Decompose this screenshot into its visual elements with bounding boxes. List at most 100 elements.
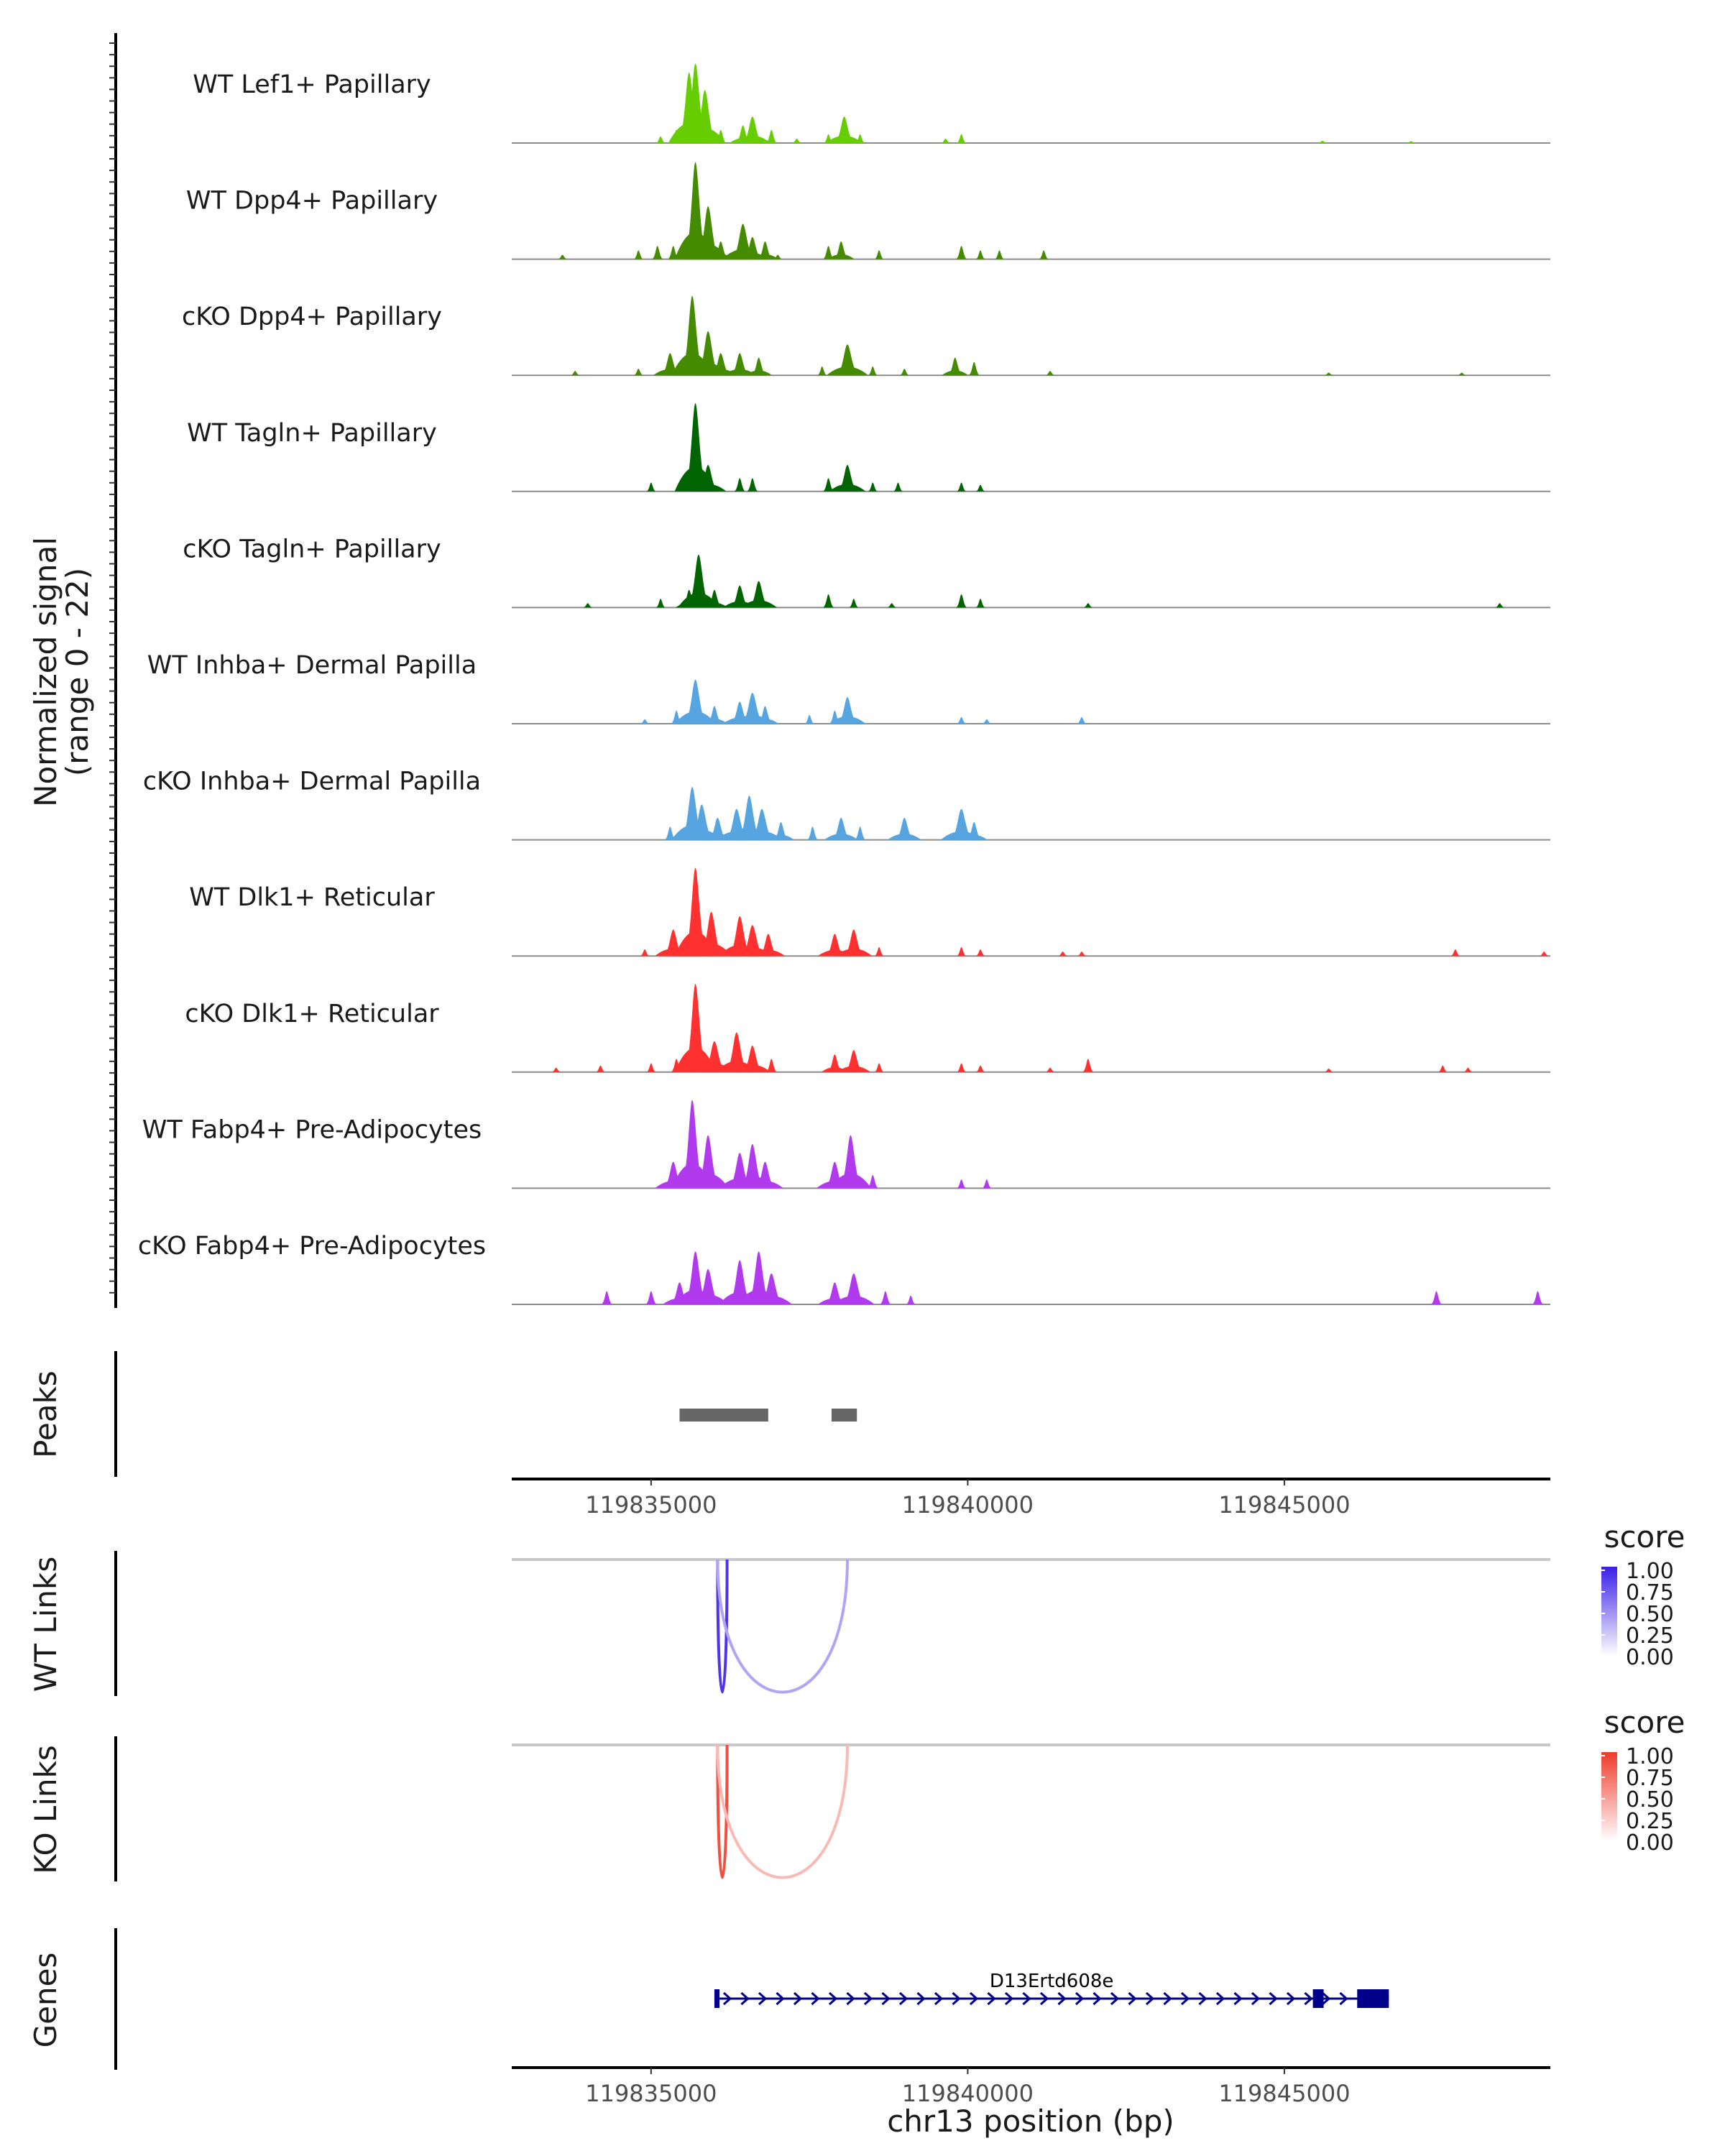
strand-arrow — [1233, 1991, 1243, 2006]
coverage-peak — [906, 1295, 916, 1304]
coverage-track: cKO Dlk1+ Reticular — [185, 984, 1550, 1073]
coverage-peak-shoulder — [684, 128, 726, 143]
track-label: WT Dlk1+ Reticular — [189, 883, 435, 912]
peaks-track: Peaks — [28, 1351, 857, 1477]
coverage-peak-shoulder — [826, 135, 863, 143]
coverage-peak — [1494, 603, 1505, 608]
legend-tick-label: 0.50 — [1626, 1602, 1674, 1627]
coverage-peak — [1456, 372, 1467, 376]
strand-arrow — [1004, 1991, 1014, 2006]
link-arc — [716, 1744, 729, 1879]
coverage-peak — [640, 949, 650, 957]
bottom-x-axis-tick-label: 119840000 — [902, 2080, 1034, 2107]
coverage-peak — [1323, 372, 1334, 376]
track-label: cKO Fabp4+ Pre-Adipocytes — [138, 1232, 486, 1261]
coverage-track: WT Dpp4+ Papillary — [186, 162, 1550, 260]
legend-tick-label: 1.00 — [1626, 1744, 1674, 1769]
strand-arrow — [1039, 1991, 1049, 2006]
legend-tick-label: 1.00 — [1626, 1559, 1674, 1584]
coverage-peak-shoulder — [887, 834, 921, 840]
coverage-peak — [975, 484, 986, 492]
coverage-peak-shoulder — [767, 834, 795, 840]
strand-arrow — [1075, 1991, 1085, 2006]
coverage-peak — [1323, 1068, 1334, 1072]
x-axis-title: chr13 position (bp) — [887, 2104, 1174, 2139]
track-label: cKO Inhba+ Dermal Papilla — [143, 768, 481, 796]
x-axis: 119835000 119840000 119845000 119835000 1198… — [512, 1478, 1550, 2139]
strand-arrow — [952, 1991, 961, 2006]
coverage-peak — [570, 371, 581, 376]
coverage-peak — [956, 482, 967, 492]
gene-exon — [1312, 1989, 1324, 2008]
coverage-peak-shoulder — [734, 135, 771, 143]
strand-arrow — [1022, 1991, 1031, 2006]
score-legend: score 1.000.750.500.250.00 — [1601, 1705, 1685, 1856]
peak-region — [679, 1409, 768, 1422]
coverage-track: WT Dlk1+ Reticular — [189, 867, 1550, 957]
coverage-peak — [822, 594, 834, 608]
coverage-ylabel-line2: (range 0 - 22) — [60, 568, 95, 776]
coverage-track: cKO Inhba+ Dermal Papilla — [143, 768, 1550, 841]
legend-tick-label: 0.25 — [1626, 1809, 1674, 1834]
coverage-peak — [822, 478, 834, 492]
coverage-peak — [1438, 1065, 1448, 1072]
coverage-track: WT Tagln+ Papillary — [187, 403, 1550, 492]
gene-exon — [1357, 1989, 1389, 2008]
coverage-ylabel-line1: Normalized signal — [28, 537, 63, 807]
coverage-peak — [656, 136, 666, 143]
link-arc — [716, 1744, 849, 1879]
strand-arrow — [776, 1991, 785, 2006]
coverage-peak-shoulder — [746, 1181, 783, 1189]
coverage-peak — [1539, 952, 1550, 957]
coverage-peak — [956, 134, 967, 143]
link-arc — [716, 1559, 729, 1694]
legend-colorbar — [1601, 1752, 1617, 1841]
coverage-peak — [663, 826, 676, 840]
strand-arrow — [793, 1991, 803, 2006]
track-label: WT Fabp4+ Pre-Adipocytes — [142, 1115, 482, 1144]
legend-title: score — [1604, 1519, 1685, 1554]
legend-tick-label: 0.75 — [1626, 1766, 1674, 1791]
top-x-axis-tick-label: 119840000 — [902, 1491, 1034, 1519]
coverage-peak-shoulder — [745, 370, 773, 376]
coverage-peak — [640, 719, 650, 724]
genes-track: Genes D13Ertd608e — [28, 1928, 1389, 2070]
coverage-peak — [804, 714, 815, 724]
coverage-peak — [967, 361, 980, 376]
coverage-peak — [816, 366, 827, 376]
track-label: WT Dpp4+ Papillary — [186, 187, 438, 216]
coverage-peak — [956, 717, 967, 724]
coverage-peak — [1082, 603, 1093, 608]
coverage-track: cKO Fabp4+ Pre-Adipocytes — [138, 1232, 1550, 1305]
coverage-peak-shoulder — [734, 1064, 771, 1072]
strand-arrow — [722, 1991, 732, 2006]
coverage-peak — [874, 946, 885, 957]
coverage-peak — [879, 1291, 892, 1304]
top-x-axis-tick-label: 119835000 — [585, 1491, 717, 1519]
strand-arrow — [1145, 1991, 1155, 2006]
strand-arrow — [740, 1991, 750, 2006]
coverage-peak — [981, 719, 992, 724]
strand-arrow — [898, 1991, 908, 2006]
coverage-peak-shoulder — [832, 1295, 875, 1304]
coverage-peak — [645, 1063, 656, 1072]
coverage-peak-shoulder — [835, 948, 873, 957]
coverage-peak — [806, 826, 819, 840]
coverage-peak — [645, 482, 656, 492]
coverage-peak — [822, 246, 834, 259]
coverage-peak — [551, 1067, 561, 1072]
track-label: WT Inhba+ Dermal Papilla — [147, 651, 477, 680]
links-label: WT Links — [28, 1557, 63, 1692]
strand-arrow — [1163, 1991, 1172, 2006]
coverage-peak — [746, 478, 759, 492]
score-legend: score 1.000.750.500.250.00 — [1601, 1519, 1685, 1670]
strand-arrow — [1269, 1991, 1278, 2006]
peaks-label: Peaks — [28, 1370, 63, 1458]
coverage-peak — [940, 138, 951, 143]
coverage-peak — [975, 599, 986, 608]
coverage-peak — [1430, 1291, 1443, 1304]
coverage-peak — [1532, 1291, 1544, 1304]
coverage-peak — [975, 1065, 986, 1072]
strand-arrow — [1057, 1991, 1067, 2006]
